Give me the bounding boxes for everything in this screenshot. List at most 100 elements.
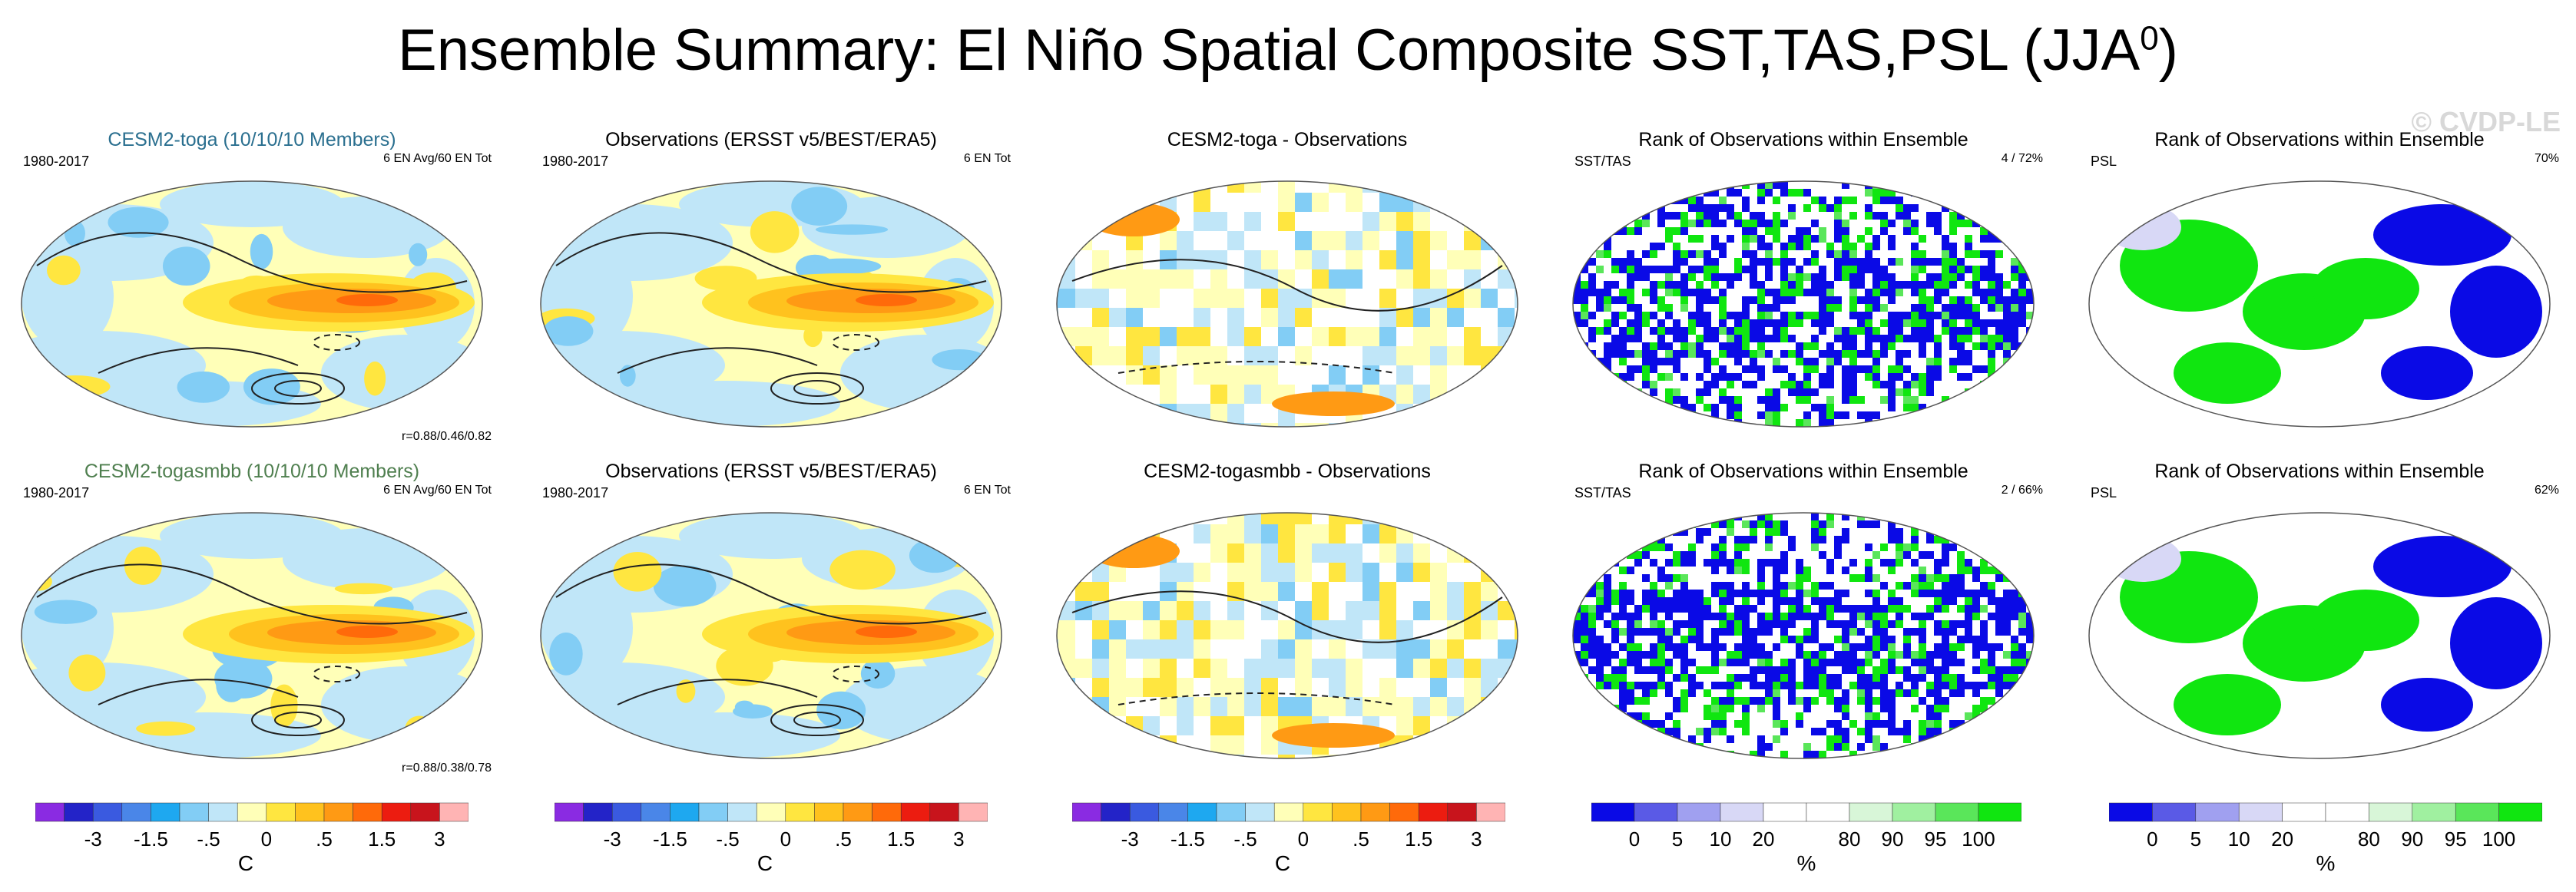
rank-cell <box>1972 605 1980 613</box>
rank-cell <box>1857 674 1865 682</box>
rank-cell <box>1803 243 1811 250</box>
rank-cell <box>1734 682 1742 689</box>
psl-contour <box>1071 590 1503 643</box>
diff-cell <box>1057 735 1058 755</box>
rank-cell <box>1949 227 1957 235</box>
rank-cell <box>1650 312 1657 319</box>
rank-cell <box>1942 628 1949 636</box>
rank-cell <box>1688 620 1696 628</box>
rank-cell <box>1811 358 1819 365</box>
rank-cell <box>1934 289 1942 296</box>
colorbar-swatch <box>2282 802 2326 822</box>
rank-cell <box>1888 666 1896 674</box>
rank-cell <box>1757 697 1765 705</box>
rank-cell <box>1857 365 1865 373</box>
diff-cell <box>1464 423 1481 427</box>
rank-cell <box>1995 304 2003 312</box>
rank-cell <box>1849 312 1857 319</box>
rank-cell <box>1627 350 1634 358</box>
anomaly-patch <box>409 243 428 266</box>
rank-cell <box>1757 304 1765 312</box>
rank-cell <box>1865 227 1872 235</box>
rank-cell <box>2003 682 2011 689</box>
diff-cell <box>1447 697 1464 716</box>
rank-cell <box>1842 365 1849 373</box>
rank-cell <box>1596 567 1604 574</box>
rank-cell <box>1719 705 1727 712</box>
rank-cell <box>1558 697 1565 705</box>
rank-cell <box>1611 505 1619 513</box>
rank-cell <box>1872 735 1880 743</box>
rank-cell <box>1727 758 1734 766</box>
rank-cell <box>1742 505 1750 513</box>
rank-cell <box>1926 551 1934 559</box>
rank-cell <box>2041 651 2049 659</box>
rank-cell <box>1750 666 1757 674</box>
diff-cell <box>1143 639 1160 659</box>
rank-cell <box>1834 705 1842 712</box>
rank-cell <box>1650 720 1657 728</box>
rank-cell <box>1919 304 1926 312</box>
rank-cell <box>1650 543 1657 551</box>
rank-cell <box>1634 605 1642 613</box>
rank-cell <box>1780 682 1788 689</box>
rank-cell <box>1727 559 1734 567</box>
diff-cell <box>1379 289 1396 308</box>
rank-cell <box>1665 181 1673 189</box>
rank-cell <box>1627 543 1634 551</box>
rank-cell <box>1558 273 1565 281</box>
rank-cell <box>1558 743 1565 751</box>
rank-cell <box>1742 758 1750 766</box>
rank-cell <box>1619 342 1627 350</box>
rank-cell <box>2034 220 2041 227</box>
diff-cell <box>1057 289 1058 308</box>
diff-cell <box>1498 231 1515 250</box>
rank-cell <box>1888 705 1896 712</box>
rank-cell <box>1988 189 1995 197</box>
rank-cell <box>1888 243 1896 250</box>
rank-cell <box>1834 605 1842 613</box>
rank-cell <box>1642 605 1650 613</box>
rank-cell <box>1604 281 1611 289</box>
rank-cell <box>1642 289 1650 296</box>
diff-cell <box>1413 308 1430 327</box>
rank-cell <box>2003 720 2011 728</box>
rank-cell <box>1972 250 1980 258</box>
rank-cell <box>1811 520 1819 528</box>
colorbar-anom-3: -3 -1.5 -.5 0.5 1.5 3 C <box>1072 800 1505 892</box>
rank-cell <box>1803 396 1811 404</box>
rank-cell <box>1888 312 1896 319</box>
rank-cell <box>1719 613 1727 620</box>
map-field <box>22 513 482 758</box>
diff-cell <box>1278 620 1295 639</box>
rank-cell <box>1911 613 1919 620</box>
rank-cell <box>2026 197 2034 204</box>
rank-cell <box>1573 266 1581 273</box>
rank-cell <box>1711 296 1719 304</box>
rank-cell <box>1949 651 1957 659</box>
rank-cell <box>1903 396 1911 404</box>
rank-cell <box>1680 551 1688 559</box>
rank-cell <box>2003 312 2011 319</box>
diff-cell <box>1481 582 1498 601</box>
diff-cell <box>1430 639 1447 659</box>
rank-cell <box>1903 651 1911 659</box>
rank-cell <box>1650 666 1657 674</box>
rank-cell <box>1604 358 1611 365</box>
diff-cell <box>1227 620 1244 639</box>
rank-cell <box>2003 505 2011 513</box>
rank-cell <box>1957 212 1965 220</box>
rank-cell <box>1719 659 1727 666</box>
rank-cell <box>1611 636 1619 643</box>
psl-contour-negative <box>1117 361 1396 374</box>
rank-cell <box>1719 296 1727 304</box>
rank-cell <box>2003 197 2011 204</box>
rank-cell <box>1757 582 1765 590</box>
rank-cell <box>1965 220 1972 227</box>
rank-cell <box>1919 327 1926 335</box>
diff-cell <box>1261 735 1278 755</box>
rank-cell <box>1819 289 1826 296</box>
diff-warm <box>1272 391 1395 416</box>
rank-cell <box>1581 289 1588 296</box>
rank-cell <box>1919 636 1926 643</box>
